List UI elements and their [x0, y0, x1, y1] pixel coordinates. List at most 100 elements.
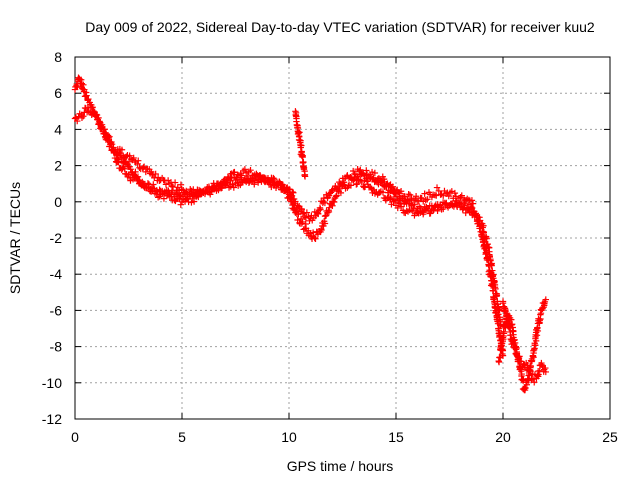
data-point — [141, 180, 149, 188]
data-point — [97, 122, 104, 129]
data-point — [493, 292, 501, 299]
data-point — [93, 111, 101, 119]
data-point — [177, 181, 185, 188]
data-point — [180, 186, 187, 194]
y-axis-label: SDTVAR / TECUs — [7, 182, 23, 294]
data-point — [225, 175, 233, 182]
data-point — [401, 193, 408, 200]
data-point — [117, 149, 124, 157]
data-point — [85, 95, 92, 103]
data-point — [374, 175, 381, 183]
data-point — [480, 222, 487, 229]
data-point — [140, 164, 147, 171]
data-point — [85, 108, 92, 115]
data-point — [516, 353, 523, 360]
data-point — [406, 191, 414, 199]
data-point — [290, 201, 297, 209]
data-point — [234, 171, 241, 178]
data-point — [337, 189, 345, 197]
data-point — [118, 146, 126, 153]
data-point — [423, 203, 430, 211]
data-point — [497, 353, 504, 361]
data-point — [532, 342, 539, 349]
y-tick-label: 0 — [54, 194, 62, 210]
data-point — [476, 217, 484, 224]
data-point — [532, 337, 540, 345]
data-point — [533, 332, 541, 339]
data-point — [503, 314, 510, 322]
data-point — [238, 172, 245, 179]
data-point — [84, 104, 92, 111]
data-point — [523, 381, 531, 388]
data-point — [186, 191, 193, 198]
data-point — [74, 117, 81, 125]
y-tick-label: -2 — [50, 230, 63, 246]
data-point — [223, 179, 230, 186]
data-point — [390, 198, 397, 205]
y-tick-label: -8 — [50, 339, 63, 355]
data-point — [295, 211, 302, 218]
data-point — [251, 177, 259, 184]
data-point — [518, 370, 525, 378]
data-point — [358, 169, 365, 177]
data-point — [230, 184, 238, 191]
data-point — [299, 152, 306, 159]
data-point — [515, 354, 522, 361]
data-point — [315, 210, 322, 218]
x-tick-label: 20 — [495, 429, 511, 445]
data-point — [279, 181, 287, 189]
series-track-4 — [292, 108, 309, 180]
data-point — [412, 193, 420, 200]
data-point — [534, 327, 542, 335]
data-point — [508, 321, 516, 328]
data-point — [162, 181, 170, 188]
data-point — [161, 188, 169, 195]
data-point — [330, 198, 338, 206]
data-point — [397, 188, 405, 195]
data-point — [152, 170, 159, 178]
data-point — [433, 192, 440, 199]
data-point — [285, 185, 293, 193]
data-point — [102, 129, 109, 136]
data-point — [424, 196, 431, 203]
data-point — [299, 210, 307, 217]
data-point — [529, 375, 537, 383]
data-point — [270, 175, 277, 183]
data-point — [94, 116, 101, 123]
data-point — [398, 203, 405, 210]
data-point — [321, 220, 329, 227]
y-tick-label: -10 — [42, 375, 62, 391]
x-tick-label: 25 — [602, 429, 618, 445]
data-point — [395, 199, 403, 207]
data-point — [531, 379, 538, 386]
data-point — [469, 200, 477, 207]
x-tick-label: 15 — [388, 429, 404, 445]
data-point — [534, 372, 541, 379]
data-point — [157, 191, 164, 198]
data-point — [229, 180, 237, 188]
data-points — [71, 74, 549, 394]
series-track-2 — [71, 103, 505, 329]
data-point — [317, 206, 324, 213]
data-point — [528, 357, 536, 364]
data-point — [368, 168, 376, 176]
data-point — [530, 349, 537, 357]
data-point — [218, 180, 225, 187]
data-point — [205, 183, 213, 190]
data-point — [451, 189, 459, 197]
data-point — [511, 344, 519, 351]
data-point — [318, 226, 325, 234]
data-point — [463, 205, 471, 212]
data-point — [168, 193, 175, 200]
data-point — [150, 185, 158, 192]
data-point — [105, 135, 113, 143]
data-point — [379, 189, 387, 196]
data-point — [87, 103, 95, 111]
data-point — [535, 371, 542, 378]
data-point — [389, 183, 397, 190]
data-point — [445, 192, 452, 200]
data-point — [206, 187, 214, 195]
data-point — [276, 178, 283, 185]
data-point — [365, 172, 373, 180]
